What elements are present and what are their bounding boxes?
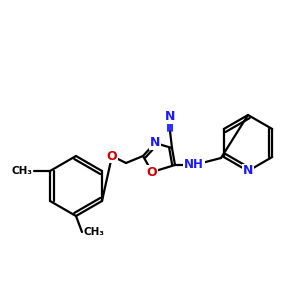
Text: N: N — [243, 164, 253, 178]
Text: N: N — [165, 110, 175, 124]
Text: NH: NH — [184, 158, 204, 172]
Text: CH₃: CH₃ — [84, 227, 105, 237]
Text: N: N — [150, 136, 160, 149]
Text: O: O — [107, 149, 117, 163]
Text: CH₃: CH₃ — [11, 166, 32, 176]
Text: O: O — [147, 166, 157, 178]
